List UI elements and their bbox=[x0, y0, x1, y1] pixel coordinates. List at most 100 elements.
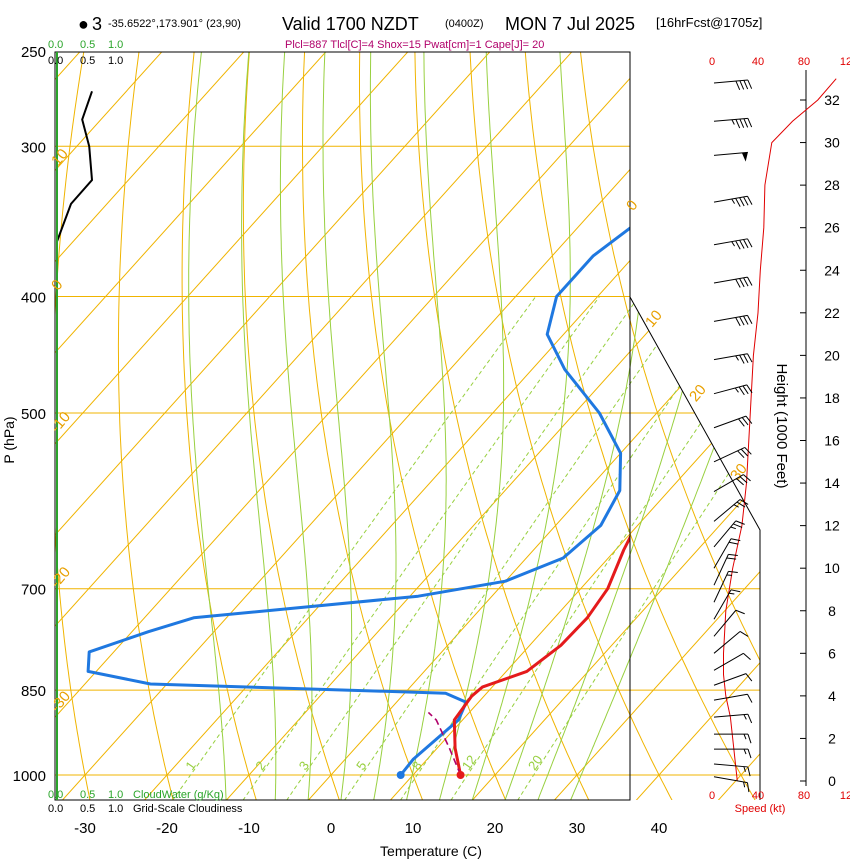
wind-barb-flag bbox=[739, 316, 745, 326]
wind-barb bbox=[713, 570, 738, 603]
isotherm--130 bbox=[0, 0, 21, 800]
isotherm-20 bbox=[471, 52, 760, 800]
isotherm-label: -30 bbox=[47, 688, 74, 716]
wind-barb-staff bbox=[713, 415, 747, 429]
wind-barb-flag bbox=[736, 501, 746, 508]
wind-barb-flag bbox=[728, 553, 738, 556]
wind-barb-flag bbox=[742, 385, 749, 395]
top-cloudwater-tick-1: 0.5 bbox=[80, 39, 95, 51]
header: ● 3 -35.6522°,173.901° (23,90) Valid 170… bbox=[78, 14, 762, 51]
utc-time: (0400Z) bbox=[445, 18, 484, 30]
wind-barb-staff bbox=[713, 693, 748, 701]
y-tick-label: 850 bbox=[21, 683, 46, 700]
wind-barb-halfflag bbox=[743, 733, 747, 740]
wind-barb-halfflag bbox=[730, 526, 736, 530]
wind-barb-flag bbox=[728, 570, 738, 574]
y-tick-label: 1000 bbox=[13, 768, 46, 785]
wind-barb bbox=[713, 538, 741, 569]
wind-barb-flag bbox=[747, 196, 753, 205]
height-tick-label: 12 bbox=[824, 518, 840, 534]
wind-barb bbox=[713, 713, 753, 724]
wind-barb-halfflag bbox=[731, 198, 735, 204]
height-tick-label: 30 bbox=[824, 135, 840, 151]
wind-barb-staff bbox=[713, 314, 748, 322]
moist-adiabat-16 bbox=[438, 52, 505, 800]
wind-barb bbox=[713, 589, 741, 620]
wind-speed-bottom-tick-3: 12 bbox=[840, 790, 850, 802]
isotherm--110 bbox=[55, 52, 186, 800]
wind-barb-flag bbox=[743, 118, 749, 128]
mixing-ratio-3 bbox=[286, 296, 640, 800]
wind-barb bbox=[713, 553, 738, 586]
wind-barb bbox=[713, 499, 749, 522]
wind-speed-bottom-tick-2: 80 bbox=[798, 790, 810, 802]
mixing-ratio-2 bbox=[242, 296, 600, 800]
wind-barb-flag bbox=[735, 609, 745, 615]
wind-barb-flag bbox=[739, 197, 745, 207]
wind-barb bbox=[713, 474, 751, 493]
moist-adiabat-20 bbox=[471, 52, 571, 800]
isotherm-label: -20 bbox=[47, 564, 74, 592]
wind-barb-flag bbox=[747, 276, 753, 286]
dry-adiabat-20 bbox=[359, 52, 507, 800]
wind-barb bbox=[714, 748, 752, 759]
wind-barb-pennant bbox=[741, 152, 748, 162]
y-tick-label: 250 bbox=[21, 44, 46, 61]
isotherm-10 bbox=[389, 52, 760, 800]
valid-time: Valid 1700 NZDT bbox=[282, 14, 419, 34]
wind-barb-flag bbox=[733, 523, 743, 528]
mixing-ratio-8 bbox=[399, 296, 742, 800]
y-axis-ticks: 1000 850 700 500 400 300 250 bbox=[13, 44, 46, 785]
wind-barb-flag bbox=[728, 541, 739, 545]
wind-barb-staff bbox=[713, 589, 732, 620]
temperature-line bbox=[452, 534, 630, 776]
wind-barb-flag bbox=[739, 118, 745, 128]
moist-adiabat-32 bbox=[570, 52, 760, 800]
wind-barb-staff bbox=[713, 571, 729, 603]
wind-barb-staff bbox=[713, 763, 748, 768]
top-cloudiness-tick-1: 0.5 bbox=[80, 55, 95, 67]
mixing-ratio-5 bbox=[343, 296, 692, 800]
wind-barb-flag bbox=[739, 239, 745, 249]
dewpoint-line bbox=[86, 226, 630, 776]
wind-barb-flag bbox=[739, 80, 745, 90]
isotherm-0 bbox=[307, 52, 760, 800]
bottom-cloudiness-tick-2: 1.0 bbox=[108, 803, 123, 815]
wind-barb-halfflag bbox=[743, 781, 746, 788]
bottom-cloudwater-tick-1: 0.5 bbox=[80, 789, 95, 801]
dry-adiabat--30 bbox=[55, 52, 107, 800]
isotherm--10 bbox=[225, 52, 760, 800]
isotherm--40 bbox=[55, 52, 760, 800]
wind-barb-staff bbox=[713, 776, 748, 784]
wind-speed-top-tick-3: 12 bbox=[840, 56, 850, 68]
wind-barb-staff bbox=[713, 631, 741, 654]
bottom-cloudwater-tick-2: 1.0 bbox=[108, 789, 123, 801]
wind-barb-flag bbox=[739, 499, 749, 505]
bottom-cloudiness-tick-1: 0.5 bbox=[80, 803, 95, 815]
bottom-cloudiness-tick-0: 0.0 bbox=[48, 803, 63, 815]
dry-adiabat--10 bbox=[181, 52, 257, 800]
isotherm-30 bbox=[553, 52, 760, 800]
wind-barb-flag bbox=[747, 79, 753, 89]
y-tick-label: 400 bbox=[21, 290, 46, 307]
top-cloudiness-tick-0: 0.0 bbox=[48, 55, 63, 67]
wind-barb-flag bbox=[746, 384, 753, 394]
wind-barb-staff bbox=[713, 713, 748, 718]
wind-barb-flag bbox=[726, 557, 737, 560]
wind-barb-flag bbox=[743, 354, 749, 364]
wind-barb-staff bbox=[713, 79, 748, 84]
y-tick-label: 700 bbox=[21, 582, 46, 599]
wind-barb-staff bbox=[713, 538, 732, 569]
moist-adiabat-8 bbox=[369, 52, 397, 800]
height-tick-label: 4 bbox=[828, 688, 836, 704]
mixing-ratio-label: 1 bbox=[182, 758, 198, 773]
cloudwater-label: CloudWater (g/Kg) bbox=[133, 789, 224, 801]
forecast-date: MON 7 Jul 2025 bbox=[505, 14, 635, 34]
wind-barb-staff bbox=[713, 446, 746, 463]
isotherm-label: 0 bbox=[623, 197, 641, 214]
wind-speed-axis: 0 40 80 12 0 40 80 12 Speed (kt) bbox=[709, 56, 850, 815]
mixing-ratio-label: 12 bbox=[459, 752, 480, 772]
wind-barb-flag bbox=[747, 118, 753, 128]
wind-barb-flag bbox=[747, 238, 753, 248]
wind-barb-staff bbox=[713, 652, 744, 671]
